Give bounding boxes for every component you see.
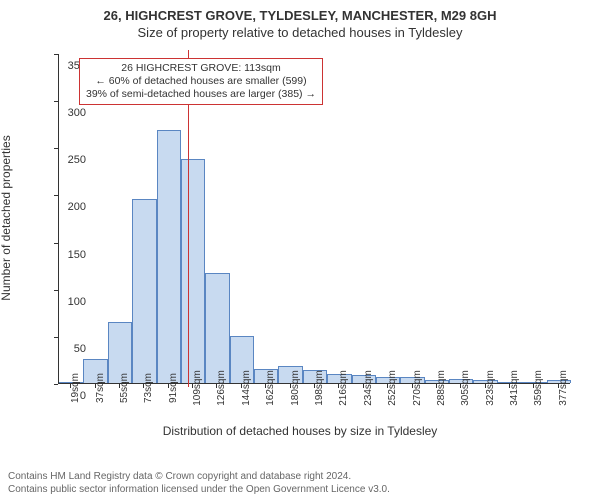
x-tick-mark	[412, 384, 413, 388]
footer-attribution: Contains HM Land Registry data © Crown c…	[8, 471, 390, 496]
histogram-bar	[205, 273, 229, 383]
x-tick-label: 162sqm	[265, 370, 276, 406]
chart-container: Number of detached properties 0501001502…	[0, 48, 600, 452]
annotation-line1: 26 HIGHCREST GROVE: 113sqm	[86, 62, 316, 75]
x-tick-mark	[216, 384, 217, 388]
annotation-box: 26 HIGHCREST GROVE: 113sqm ← 60% of deta…	[79, 58, 323, 105]
x-tick-mark	[290, 384, 291, 388]
x-tick-label: 126sqm	[216, 370, 227, 406]
x-tick-label: 55sqm	[119, 373, 130, 403]
x-tick-label: 323sqm	[485, 370, 496, 406]
x-tick-label: 144sqm	[241, 370, 252, 406]
histogram-bar	[157, 130, 181, 383]
x-tick-mark	[338, 384, 339, 388]
plot-area: 26 HIGHCREST GROVE: 113sqm ← 60% of deta…	[58, 54, 570, 384]
x-tick-label: 341sqm	[509, 370, 520, 406]
footer-line2: Contains public sector information licen…	[8, 484, 390, 497]
x-tick-label: 109sqm	[192, 370, 203, 406]
y-axis-label: Number of detached properties	[0, 135, 13, 300]
x-tick-mark	[387, 384, 388, 388]
x-tick-label: 37sqm	[95, 373, 106, 403]
x-tick-label: 216sqm	[338, 370, 349, 406]
x-tick-label: 252sqm	[387, 370, 398, 406]
x-tick-label: 91sqm	[168, 373, 179, 403]
x-tick-label: 377sqm	[558, 370, 569, 406]
x-tick-mark	[533, 384, 534, 388]
x-tick-label: 198sqm	[314, 370, 325, 406]
x-tick-label: 19sqm	[70, 373, 81, 403]
x-tick-mark	[314, 384, 315, 388]
x-tick-mark	[265, 384, 266, 388]
x-tick-mark	[95, 384, 96, 388]
x-tick-mark	[143, 384, 144, 388]
y-tick-mark	[54, 384, 58, 385]
x-tick-mark	[192, 384, 193, 388]
x-tick-label: 234sqm	[363, 370, 374, 406]
x-tick-mark	[436, 384, 437, 388]
x-tick-mark	[460, 384, 461, 388]
histogram-bar	[181, 159, 205, 383]
x-tick-mark	[119, 384, 120, 388]
histogram-bar	[132, 199, 156, 383]
x-tick-label: 288sqm	[436, 370, 447, 406]
chart-title-line2: Size of property relative to detached ho…	[0, 25, 600, 40]
x-tick-mark	[168, 384, 169, 388]
x-tick-mark	[70, 384, 71, 388]
chart-title-line1: 26, HIGHCREST GROVE, TYLDESLEY, MANCHEST…	[0, 8, 600, 23]
annotation-line3: 39% of semi-detached houses are larger (…	[86, 88, 316, 101]
x-tick-mark	[558, 384, 559, 388]
x-tick-label: 180sqm	[290, 370, 301, 406]
x-axis-label: Distribution of detached houses by size …	[163, 424, 438, 438]
x-tick-label: 270sqm	[412, 370, 423, 406]
x-tick-label: 73sqm	[143, 373, 154, 403]
annotation-line2: ← 60% of detached houses are smaller (59…	[86, 75, 316, 88]
chart-title-block: 26, HIGHCREST GROVE, TYLDESLEY, MANCHEST…	[0, 0, 600, 40]
x-tick-label: 305sqm	[460, 370, 471, 406]
x-tick-mark	[509, 384, 510, 388]
x-tick-mark	[241, 384, 242, 388]
x-tick-label: 359sqm	[533, 370, 544, 406]
footer-line1: Contains HM Land Registry data © Crown c…	[8, 471, 390, 484]
x-tick-mark	[363, 384, 364, 388]
x-tick-mark	[485, 384, 486, 388]
